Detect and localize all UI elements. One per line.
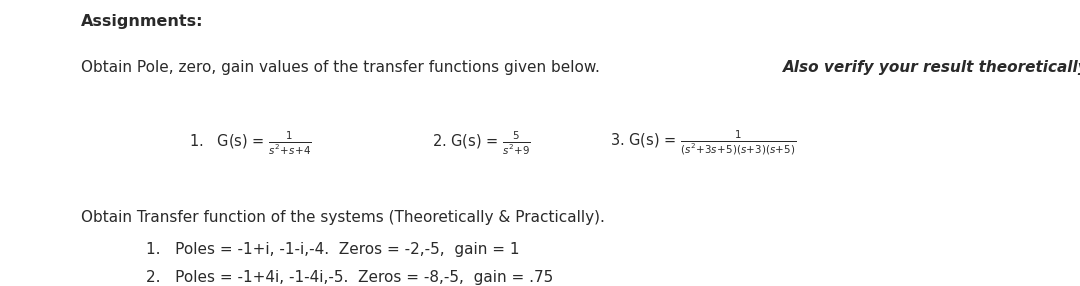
- Text: Also verify your result theoretically: Also verify your result theoretically: [783, 60, 1080, 75]
- Text: 3. G(s) = $\frac{1}{(s^2\!+\!3s\!+\!5)(s\!+\!3)(s\!+\!5)}$: 3. G(s) = $\frac{1}{(s^2\!+\!3s\!+\!5)(s…: [610, 129, 796, 157]
- Text: Obtain Pole, zero, gain values of the transfer functions given below.: Obtain Pole, zero, gain values of the tr…: [81, 60, 605, 75]
- Text: Assignments:: Assignments:: [81, 14, 203, 29]
- Text: 1.   G(s) = $\frac{1}{s^2\!+\!s\!+\!4}$: 1. G(s) = $\frac{1}{s^2\!+\!s\!+\!4}$: [189, 129, 312, 157]
- Text: 2. G(s) = $\frac{5}{s^2\!+\!9}$: 2. G(s) = $\frac{5}{s^2\!+\!9}$: [432, 129, 531, 157]
- Text: 2.   Poles = -1+4i, -1-4i,-5.  Zeros = -8,-5,  gain = .75: 2. Poles = -1+4i, -1-4i,-5. Zeros = -8,-…: [146, 270, 553, 285]
- Text: Obtain Transfer function of the systems (Theoretically & Practically).: Obtain Transfer function of the systems …: [81, 210, 605, 225]
- Text: 1.   Poles = -1+i, -1-i,-4.  Zeros = -2,-5,  gain = 1: 1. Poles = -1+i, -1-i,-4. Zeros = -2,-5,…: [146, 242, 519, 257]
